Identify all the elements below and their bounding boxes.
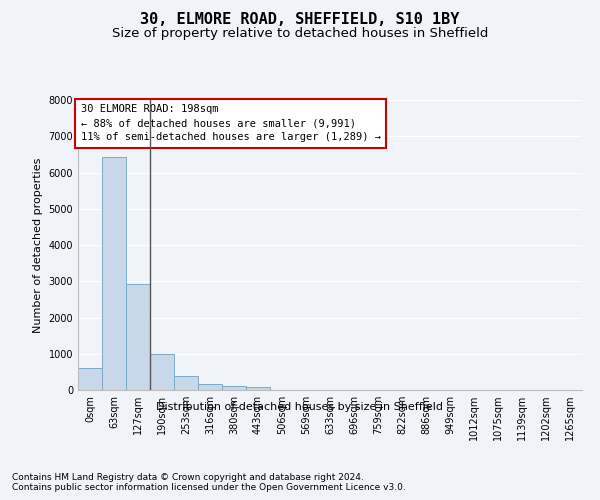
Bar [198, 384, 222, 390]
Bar [222, 386, 246, 390]
Bar [246, 387, 270, 390]
Bar [150, 354, 174, 390]
Text: Distribution of detached houses by size in Sheffield: Distribution of detached houses by size … [157, 402, 443, 412]
Bar [102, 157, 126, 390]
Bar [174, 376, 198, 390]
Text: Contains HM Land Registry data © Crown copyright and database right 2024.: Contains HM Land Registry data © Crown c… [12, 472, 364, 482]
Bar [126, 284, 150, 390]
Text: 30 ELMORE ROAD: 198sqm
← 88% of detached houses are smaller (9,991)
11% of semi-: 30 ELMORE ROAD: 198sqm ← 88% of detached… [80, 104, 380, 142]
Text: Size of property relative to detached houses in Sheffield: Size of property relative to detached ho… [112, 28, 488, 40]
Text: 30, ELMORE ROAD, SHEFFIELD, S10 1BY: 30, ELMORE ROAD, SHEFFIELD, S10 1BY [140, 12, 460, 28]
Text: Contains public sector information licensed under the Open Government Licence v3: Contains public sector information licen… [12, 482, 406, 492]
Y-axis label: Number of detached properties: Number of detached properties [33, 158, 43, 332]
Bar [78, 368, 102, 390]
